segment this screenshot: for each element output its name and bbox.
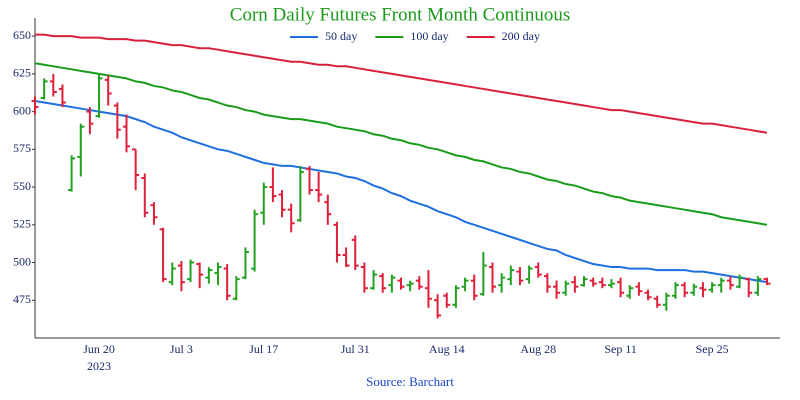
y-tick-label: 475 — [13, 292, 31, 306]
x-tick-label: Jul 17 — [249, 342, 278, 356]
x-tick-label: Jun 20 — [83, 342, 115, 356]
y-tick-label: 525 — [13, 217, 31, 231]
x-tick-label: Jul 31 — [341, 342, 370, 356]
x-tick-label: Jul 3 — [170, 342, 193, 356]
source: Source: Barchart — [366, 374, 454, 389]
y-tick-label: 650 — [13, 28, 31, 42]
x-tick-label: Aug 14 — [429, 342, 465, 356]
x-tick-label: Sep 11 — [604, 342, 637, 356]
ma-line — [35, 33, 768, 134]
ma-line — [34, 62, 768, 226]
y-tick-label: 550 — [13, 179, 31, 193]
x-year-label: 2023 — [87, 359, 111, 373]
legend-label: 50 day — [325, 29, 357, 43]
x-tick-label: Aug 28 — [520, 342, 556, 356]
y-tick-label: 600 — [13, 103, 31, 117]
y-tick-label: 500 — [13, 254, 31, 268]
legend-label: 200 day — [502, 29, 540, 43]
chart-title: Corn Daily Futures Front Month Continuou… — [230, 4, 570, 25]
y-tick-label: 575 — [13, 141, 31, 155]
legend-label: 100 day — [410, 29, 448, 43]
y-tick-label: 625 — [13, 66, 31, 80]
x-tick-label: Sep 25 — [696, 342, 729, 356]
ma-line — [34, 100, 768, 284]
